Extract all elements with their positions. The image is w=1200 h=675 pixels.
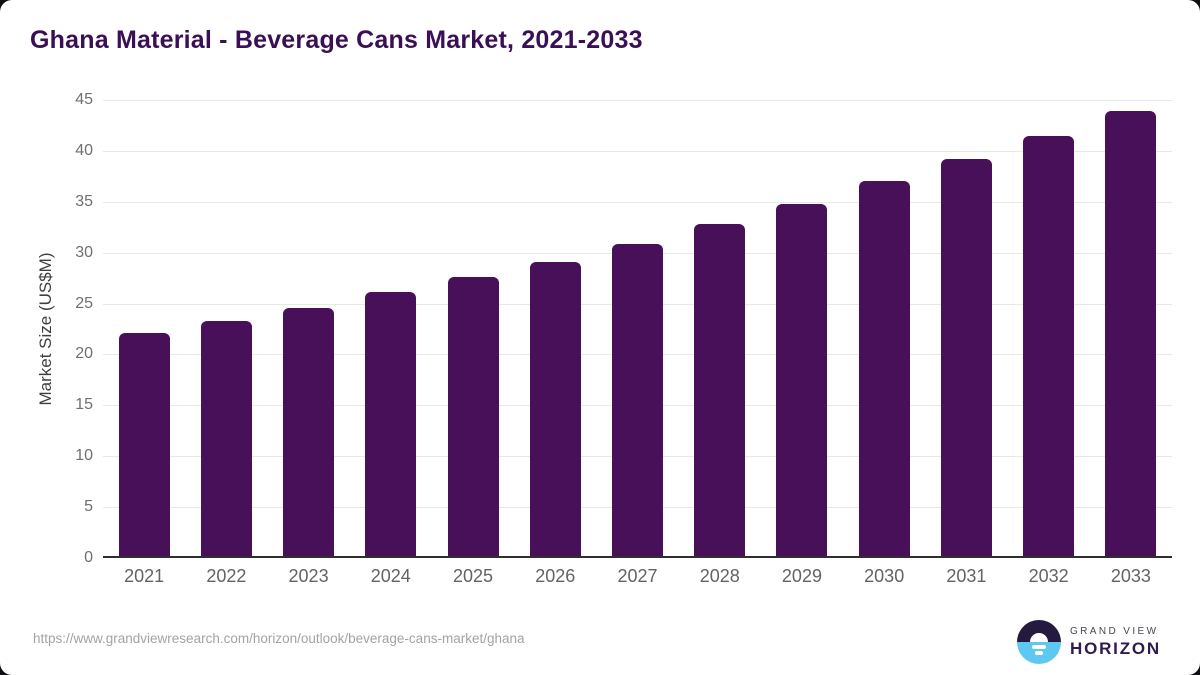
logo-text: GRAND VIEW HORIZON <box>1070 626 1161 659</box>
bar-2030 <box>858 181 910 556</box>
sun-reflection-bar-2 <box>1035 651 1043 655</box>
y-tick-0: 0 <box>84 549 93 566</box>
sun-reflection-bar-1 <box>1032 645 1046 649</box>
bar-2021 <box>118 333 170 556</box>
y-tick-45: 45 <box>75 91 93 108</box>
y-tick-30: 30 <box>75 243 93 261</box>
x-tick-2023: 2023 <box>288 566 329 586</box>
y-tick-15: 15 <box>75 396 93 414</box>
chart-title: Ghana Material - Beverage Cans Market, 2… <box>30 26 643 54</box>
bar-2033 <box>1105 111 1157 556</box>
x-tick-2027: 2027 <box>617 566 658 586</box>
x-tick-2028: 2028 <box>699 566 740 586</box>
gridline-35 <box>103 201 1172 203</box>
grand-view-horizon-logo: GRAND VIEW HORIZON <box>1017 620 1161 664</box>
x-tick-2025: 2025 <box>453 566 494 586</box>
x-axis-line <box>103 556 1172 558</box>
bar-2032 <box>1023 135 1075 556</box>
sun-shape <box>1030 633 1048 642</box>
x-axis-tick-labels: 2021 2022 2023 2024 2025 2026 2027 2028 2029 2030… <box>103 566 1172 592</box>
y-tick-25: 25 <box>75 294 93 312</box>
gridline-40 <box>103 150 1172 152</box>
x-tick-2026: 2026 <box>535 566 576 586</box>
y-tick-5: 5 <box>84 498 93 516</box>
x-tick-2024: 2024 <box>370 566 411 586</box>
y-tick-35: 35 <box>75 192 93 210</box>
bar-2023 <box>283 307 335 556</box>
x-tick-2022: 2022 <box>206 566 247 586</box>
horizon-sun-icon <box>1017 620 1061 664</box>
bar-2026 <box>529 261 581 556</box>
logo-text-grand-view: GRAND VIEW <box>1070 625 1159 637</box>
x-tick-2030: 2030 <box>864 566 905 586</box>
bar-2025 <box>447 277 499 556</box>
bar-2027 <box>612 243 663 556</box>
x-tick-2033: 2033 <box>1110 566 1151 586</box>
y-tick-20: 20 <box>75 345 93 363</box>
y-tick-10: 10 <box>75 447 93 465</box>
logo-text-horizon: HORIZON <box>1070 638 1161 658</box>
bar-2029 <box>776 203 828 556</box>
x-tick-2021: 2021 <box>124 566 165 586</box>
y-axis-tick-labels: 0 5 10 15 20 25 30 35 40 45 <box>0 91 93 566</box>
bar-2028 <box>694 224 746 556</box>
y-tick-40: 40 <box>75 141 93 159</box>
bar-2031 <box>940 159 992 556</box>
source-url: https://www.grandviewresearch.com/horizo… <box>33 631 525 646</box>
bar-2022 <box>200 320 252 556</box>
bar-2024 <box>365 292 417 556</box>
x-tick-2029: 2029 <box>781 566 822 586</box>
x-tick-2031: 2031 <box>946 566 987 586</box>
gridline-45 <box>103 100 1172 101</box>
plot-area <box>103 100 1172 558</box>
x-tick-2032: 2032 <box>1028 566 1069 586</box>
